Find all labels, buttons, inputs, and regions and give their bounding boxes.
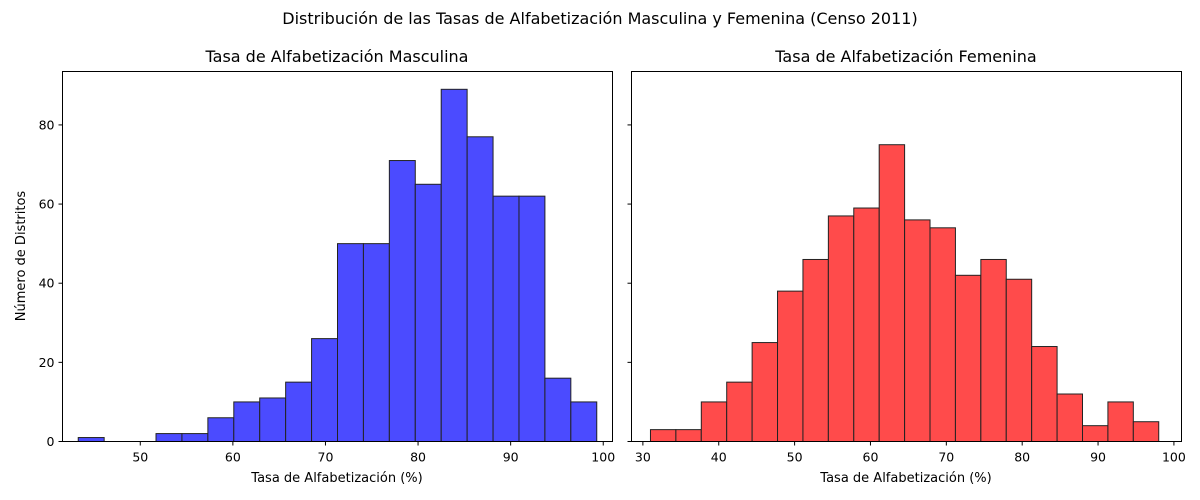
x-tick-label-female-4: 70 <box>938 450 954 465</box>
x-tick-label-male-2: 70 <box>318 450 334 465</box>
y-tick-label-2: 40 <box>39 276 55 291</box>
histogram-bar-female-7 <box>827 215 855 442</box>
x-tick-label-female-1: 40 <box>711 450 727 465</box>
axes-frame-female <box>631 71 1182 442</box>
chart-title-female: Tasa de Alfabetización Femenina <box>774 47 1036 66</box>
y-ticks-male: 0 20 40 60 80 <box>39 117 63 449</box>
histogram-bar-female-0 <box>649 429 677 443</box>
histogram-bar-female-13 <box>980 258 1007 443</box>
histogram-bar-female-2 <box>700 401 728 442</box>
histogram-bar-male-13 <box>414 183 442 442</box>
x-tick-label-female-6: 90 <box>1090 450 1106 465</box>
chart-title-male: Tasa de Alfabetización Masculina <box>205 47 469 66</box>
histogram-bar-female-10 <box>904 219 931 442</box>
histogram-bar-female-9 <box>878 144 906 442</box>
y-tick-label-1: 20 <box>39 355 55 370</box>
histogram-bar-male-4 <box>181 433 209 443</box>
y-ticks-female <box>627 124 632 442</box>
y-tick-label-4: 80 <box>39 117 55 132</box>
x-tick-label-female-5: 80 <box>1014 450 1030 465</box>
x-tick-label-male-5: 100 <box>591 450 615 465</box>
x-tick-label-female-7: 100 <box>1162 450 1186 465</box>
histogram-bar-male-9 <box>311 338 338 443</box>
histogram-bar-male-0 <box>77 437 105 443</box>
histogram-bar-female-1 <box>675 429 702 443</box>
x-tick-label-female-2: 50 <box>787 450 803 465</box>
histogram-bar-female-6 <box>802 258 829 443</box>
x-tick-label-female-3: 60 <box>863 450 879 465</box>
panel-female-histogram: Tasa de Alfabetización Femenina 30 40 50 60… <box>627 47 1186 486</box>
histogram-bar-male-12 <box>388 160 416 442</box>
panel-male-histogram: Tasa de Alfabetización Masculina 50 60 70 8… <box>14 47 615 486</box>
histogram-bar-female-3 <box>726 381 753 443</box>
x-ticks-female: 30 40 50 60 70 80 90 100 <box>635 441 1186 465</box>
histogram-bar-female-11 <box>929 227 956 442</box>
x-tick-label-male-3: 80 <box>410 450 426 465</box>
histogram-bar-male-17 <box>518 195 546 442</box>
x-tick-label-female-0: 30 <box>635 450 651 465</box>
histogram-bar-female-19 <box>1132 421 1160 442</box>
histogram-bar-female-16 <box>1056 393 1083 442</box>
histogram-bar-male-8 <box>285 381 313 443</box>
axes-frame-male <box>62 71 613 442</box>
bars-female <box>649 144 1160 443</box>
histogram-bar-female-5 <box>777 290 804 442</box>
histogram-bar-female-12 <box>954 274 982 442</box>
x-tick-label-male-4: 90 <box>503 450 519 465</box>
histogram-bar-female-14 <box>1005 278 1033 442</box>
x-tick-label-male-0: 50 <box>132 450 148 465</box>
histogram-bar-female-15 <box>1031 346 1058 442</box>
histogram-bar-male-18 <box>544 377 572 442</box>
y-axis-label: Número de Distritos <box>14 191 29 322</box>
y-tick-label-3: 60 <box>39 197 55 212</box>
x-ticks-male: 50 60 70 80 90 100 <box>132 441 615 465</box>
x-axis-label-female: Tasa de Alfabetización (%) <box>819 471 991 486</box>
figure-suptitle: Distribución de las Tasas de Alfabetizac… <box>282 9 917 28</box>
histogram-bar-male-16 <box>492 195 520 442</box>
histogram-bar-male-11 <box>362 243 390 442</box>
histogram-bar-male-6 <box>233 401 261 442</box>
histogram-bar-female-18 <box>1107 401 1134 442</box>
histogram-bar-male-3 <box>155 433 183 443</box>
histogram-bar-female-17 <box>1082 425 1109 442</box>
histogram-bar-male-7 <box>259 397 287 442</box>
histogram-bar-male-5 <box>207 417 235 442</box>
histogram-bar-male-19 <box>570 401 598 442</box>
histogram-bar-female-8 <box>853 207 880 442</box>
histogram-bar-male-10 <box>337 243 364 442</box>
y-tick-label-0: 0 <box>47 434 55 449</box>
bars-male <box>77 88 598 443</box>
histogram-bar-female-4 <box>751 342 779 442</box>
histogram-bar-male-15 <box>466 136 494 442</box>
histogram-bar-male-14 <box>440 88 468 442</box>
x-axis-label-male: Tasa de Alfabetización (%) <box>250 471 422 486</box>
x-tick-label-male-1: 60 <box>225 450 241 465</box>
